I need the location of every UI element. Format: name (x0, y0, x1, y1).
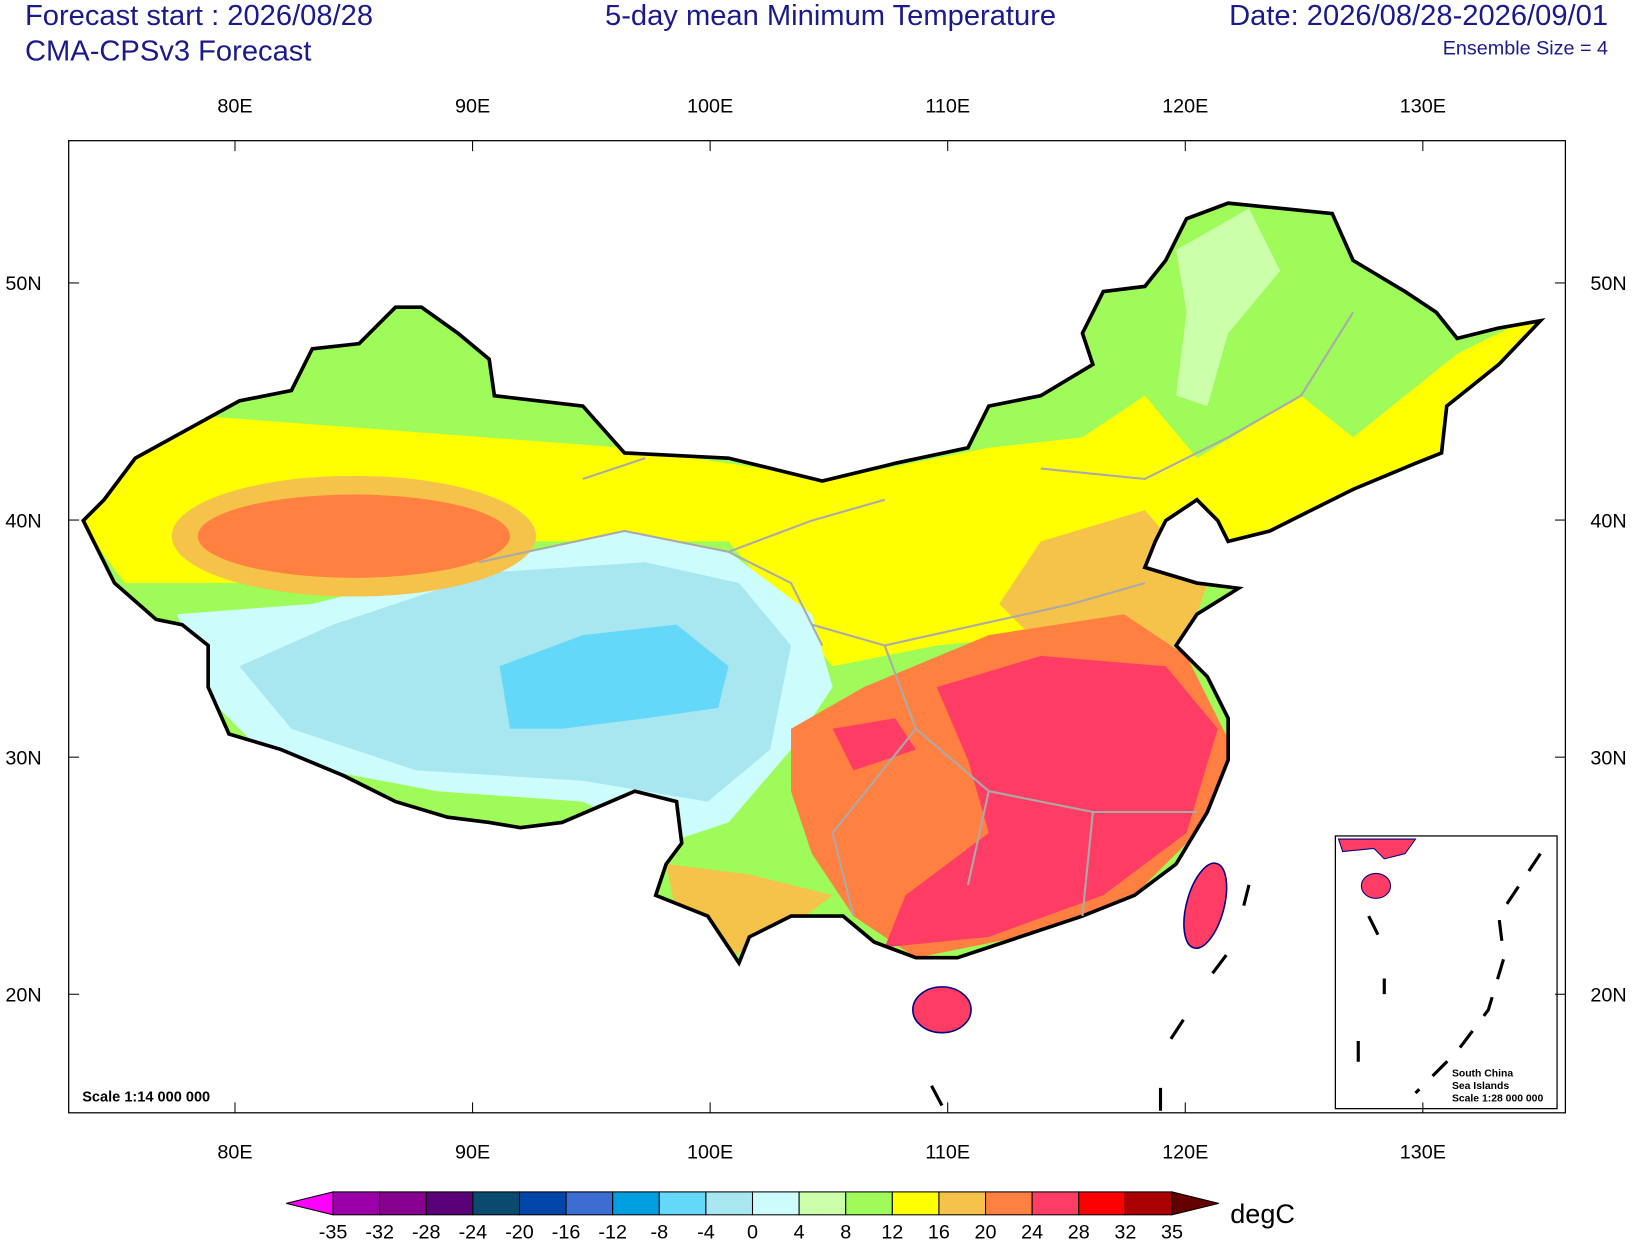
colorbar-label: -35 (319, 1222, 348, 1241)
lon-label-bottom: 100E (687, 1142, 733, 1164)
field-neg8-neg4 (499, 624, 729, 729)
colorbar-label: 12 (881, 1222, 903, 1241)
lat-label-right: 40N (1590, 510, 1626, 532)
colorbar-box (612, 1191, 660, 1216)
colorbar-label: 0 (747, 1222, 758, 1241)
colorbar-box (938, 1191, 987, 1216)
province-borders (478, 311, 1354, 917)
lon-label-top: 90E (455, 96, 490, 118)
ensemble-size: Ensemble Size = 4 (1443, 37, 1608, 59)
lon-label-top: 100E (687, 96, 733, 118)
inset-dash-line (1356, 852, 1542, 1095)
colorbar-label: 8 (840, 1222, 851, 1241)
lon-label-top: 80E (217, 96, 252, 118)
colorbar-box (1078, 1191, 1126, 1216)
colorbar-label: -24 (459, 1222, 488, 1241)
colorbar-box (379, 1191, 427, 1216)
lat-label-left: 40N (5, 510, 41, 532)
colorbar-upper-triangle (1171, 1191, 1219, 1216)
lon-label-top: 120E (1162, 96, 1208, 118)
colorbar-label: 16 (928, 1222, 950, 1241)
lat-label-right: 30N (1590, 747, 1626, 769)
hainan (912, 986, 972, 1034)
colorbar-lower-triangle (286, 1191, 334, 1216)
chart-title: 5-day mean Minimum Temperature (605, 0, 1056, 32)
colorbar-box (658, 1191, 707, 1216)
date-range: Date: 2026/08/28-2026/09/01 (1229, 0, 1608, 32)
colorbar-label: -28 (412, 1222, 441, 1241)
map-scale: Scale 1:14 000 000 (82, 1089, 210, 1105)
colorbar-box (798, 1191, 847, 1216)
field-28-32 (884, 655, 1218, 948)
field-28-32 (832, 718, 916, 771)
colorbar-box (332, 1191, 381, 1216)
colorbar-box (1124, 1191, 1173, 1216)
colorbar-label: 20 (975, 1222, 997, 1241)
colorbar-label: -16 (552, 1222, 581, 1241)
lon-label-bottom: 130E (1400, 1142, 1446, 1164)
colorbar-box (565, 1191, 614, 1216)
model-name: CMA-CPSv3 Forecast (25, 36, 311, 68)
nine-dash-line (930, 884, 1251, 1112)
colorbar-label: -4 (697, 1222, 715, 1241)
lon-label-top: 110E (925, 96, 970, 118)
colorbar-box (845, 1191, 893, 1216)
colorbar-label: -12 (598, 1222, 627, 1241)
lon-label-bottom: 90E (455, 1142, 490, 1164)
colorbar-box (891, 1191, 940, 1216)
lon-label-bottom: 110E (925, 1142, 970, 1164)
lat-label-right: 20N (1590, 985, 1626, 1007)
colorbar-label: -32 (365, 1222, 394, 1241)
colorbar-label: 35 (1161, 1222, 1183, 1241)
colorbar-box (425, 1191, 474, 1216)
inset-coast (1337, 838, 1417, 860)
dynamic-layer: Forecast start : 2026/08/28 CMA-CPSv3 For… (5, 0, 1626, 1241)
lat-label-right: 50N (1590, 273, 1626, 295)
lat-label-left: 50N (5, 273, 41, 295)
colorbar-box (705, 1191, 754, 1216)
lon-label-bottom: 120E (1162, 1142, 1208, 1164)
colorbar-label: -20 (505, 1222, 534, 1241)
lon-label-top: 130E (1400, 96, 1446, 118)
colorbar-box (518, 1191, 567, 1216)
colorbar-unit: degC (1230, 1199, 1295, 1229)
colorbar-box (1031, 1191, 1080, 1216)
colorbar-label: -8 (651, 1222, 669, 1241)
inset-label: Scale 1:28 000 000 (1452, 1093, 1544, 1104)
colorbar-label: 32 (1114, 1222, 1136, 1241)
colorbar-box (985, 1191, 1033, 1216)
field-24-28 (197, 494, 510, 578)
colorbar-box (751, 1191, 800, 1216)
forecast-start: Forecast start : 2026/08/28 (25, 0, 373, 32)
inset-label: Sea Islands (1452, 1081, 1509, 1092)
lat-label-left: 30N (5, 747, 41, 769)
field-8-12 (1176, 208, 1281, 407)
colorbar-label: 4 (794, 1222, 805, 1241)
inset-label: South China (1452, 1068, 1513, 1079)
lat-label-left: 20N (5, 985, 41, 1007)
colorbar-label: 24 (1021, 1222, 1043, 1241)
taiwan (1183, 862, 1228, 949)
lon-label-bottom: 80E (217, 1142, 252, 1164)
colorbar-label: 28 (1068, 1222, 1090, 1241)
colorbar-box (472, 1191, 521, 1216)
inset-hainan (1360, 872, 1392, 899)
